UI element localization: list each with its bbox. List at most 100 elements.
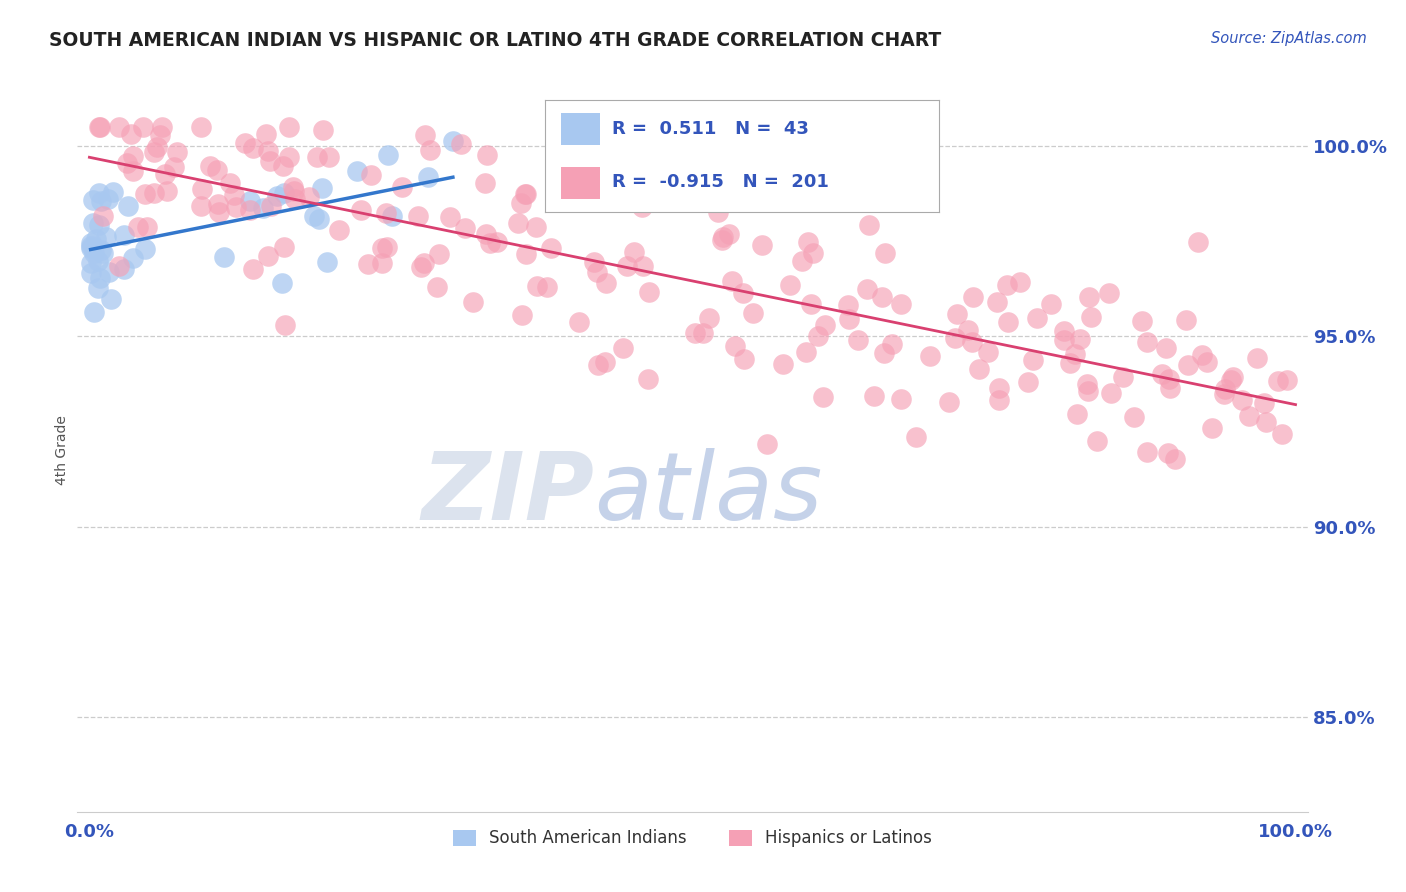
Text: SOUTH AMERICAN INDIAN VS HISPANIC OR LATINO 4TH GRADE CORRELATION CHART: SOUTH AMERICAN INDIAN VS HISPANIC OR LAT… — [49, 31, 942, 50]
Text: ZIP: ZIP — [422, 448, 595, 540]
Point — [870, 290, 893, 304]
Point — [143, 186, 166, 200]
Point — [880, 336, 903, 351]
Point — [733, 351, 755, 366]
Point — [278, 151, 301, 165]
Point — [967, 362, 990, 376]
Point — [977, 344, 1000, 359]
Point — [90, 243, 112, 257]
Point — [1159, 371, 1181, 385]
Point — [1150, 368, 1173, 382]
Point — [515, 186, 537, 201]
Point — [163, 160, 186, 174]
Point — [166, 145, 188, 160]
Point — [108, 120, 131, 135]
Point — [89, 186, 111, 200]
Point — [79, 235, 101, 250]
Point — [153, 167, 176, 181]
Point — [1213, 387, 1236, 401]
Point — [631, 200, 654, 214]
Point — [583, 255, 606, 269]
Point — [413, 128, 436, 142]
Point — [308, 211, 330, 226]
Point — [381, 209, 404, 223]
Point — [540, 241, 562, 255]
Point — [284, 192, 307, 206]
Point — [803, 246, 825, 260]
Point — [377, 239, 399, 253]
Point — [89, 120, 111, 135]
Point — [756, 437, 779, 451]
Point — [273, 160, 295, 174]
Point — [1053, 333, 1076, 347]
Point — [233, 136, 256, 151]
Point — [91, 246, 114, 260]
Point — [1077, 384, 1099, 398]
Point — [1010, 276, 1032, 290]
Point — [260, 199, 283, 213]
Point — [146, 140, 169, 154]
Point — [873, 346, 896, 360]
Point — [134, 186, 156, 201]
Point — [1267, 374, 1289, 388]
Point — [112, 262, 135, 277]
Point — [772, 357, 794, 371]
Point — [242, 140, 264, 154]
Point — [273, 240, 295, 254]
Point — [83, 305, 105, 319]
Point — [150, 120, 173, 135]
Point — [586, 265, 609, 279]
Point — [1275, 373, 1298, 387]
Point — [256, 249, 278, 263]
Point — [1157, 445, 1180, 459]
Point — [219, 176, 242, 190]
Point — [357, 257, 380, 271]
Point — [439, 210, 461, 224]
Point — [800, 297, 823, 311]
Point — [208, 204, 231, 219]
Point — [191, 182, 214, 196]
Point — [122, 149, 145, 163]
Point — [122, 164, 145, 178]
Point — [89, 120, 111, 135]
Point — [374, 206, 396, 220]
Point — [807, 329, 830, 343]
Point — [943, 330, 966, 344]
Point — [797, 163, 820, 178]
Point — [416, 169, 439, 184]
Point — [371, 241, 394, 255]
Point — [1098, 285, 1121, 300]
Point — [121, 251, 143, 265]
Point — [1222, 370, 1244, 384]
Point — [283, 180, 305, 194]
Point — [222, 187, 245, 202]
Point — [1053, 324, 1076, 338]
Point — [302, 209, 325, 223]
Point — [1069, 332, 1091, 346]
Point — [441, 134, 464, 148]
Point — [205, 163, 228, 178]
Point — [1246, 351, 1268, 365]
Point — [873, 246, 896, 260]
Point — [1230, 392, 1253, 407]
Point — [156, 184, 179, 198]
Point — [586, 358, 609, 372]
Point — [328, 223, 350, 237]
Text: Source: ZipAtlas.com: Source: ZipAtlas.com — [1211, 31, 1367, 46]
Point — [454, 220, 477, 235]
Point — [207, 197, 229, 211]
Point — [274, 318, 297, 332]
Point — [82, 216, 104, 230]
Point — [568, 315, 591, 329]
Point — [98, 265, 121, 279]
Point — [1136, 445, 1159, 459]
Point — [409, 260, 432, 274]
Point — [426, 280, 449, 294]
Point — [904, 430, 927, 444]
Point — [82, 193, 104, 207]
Point — [1163, 451, 1185, 466]
Point — [273, 186, 295, 201]
Point — [890, 297, 912, 311]
Point — [117, 156, 139, 170]
Point — [863, 388, 886, 402]
